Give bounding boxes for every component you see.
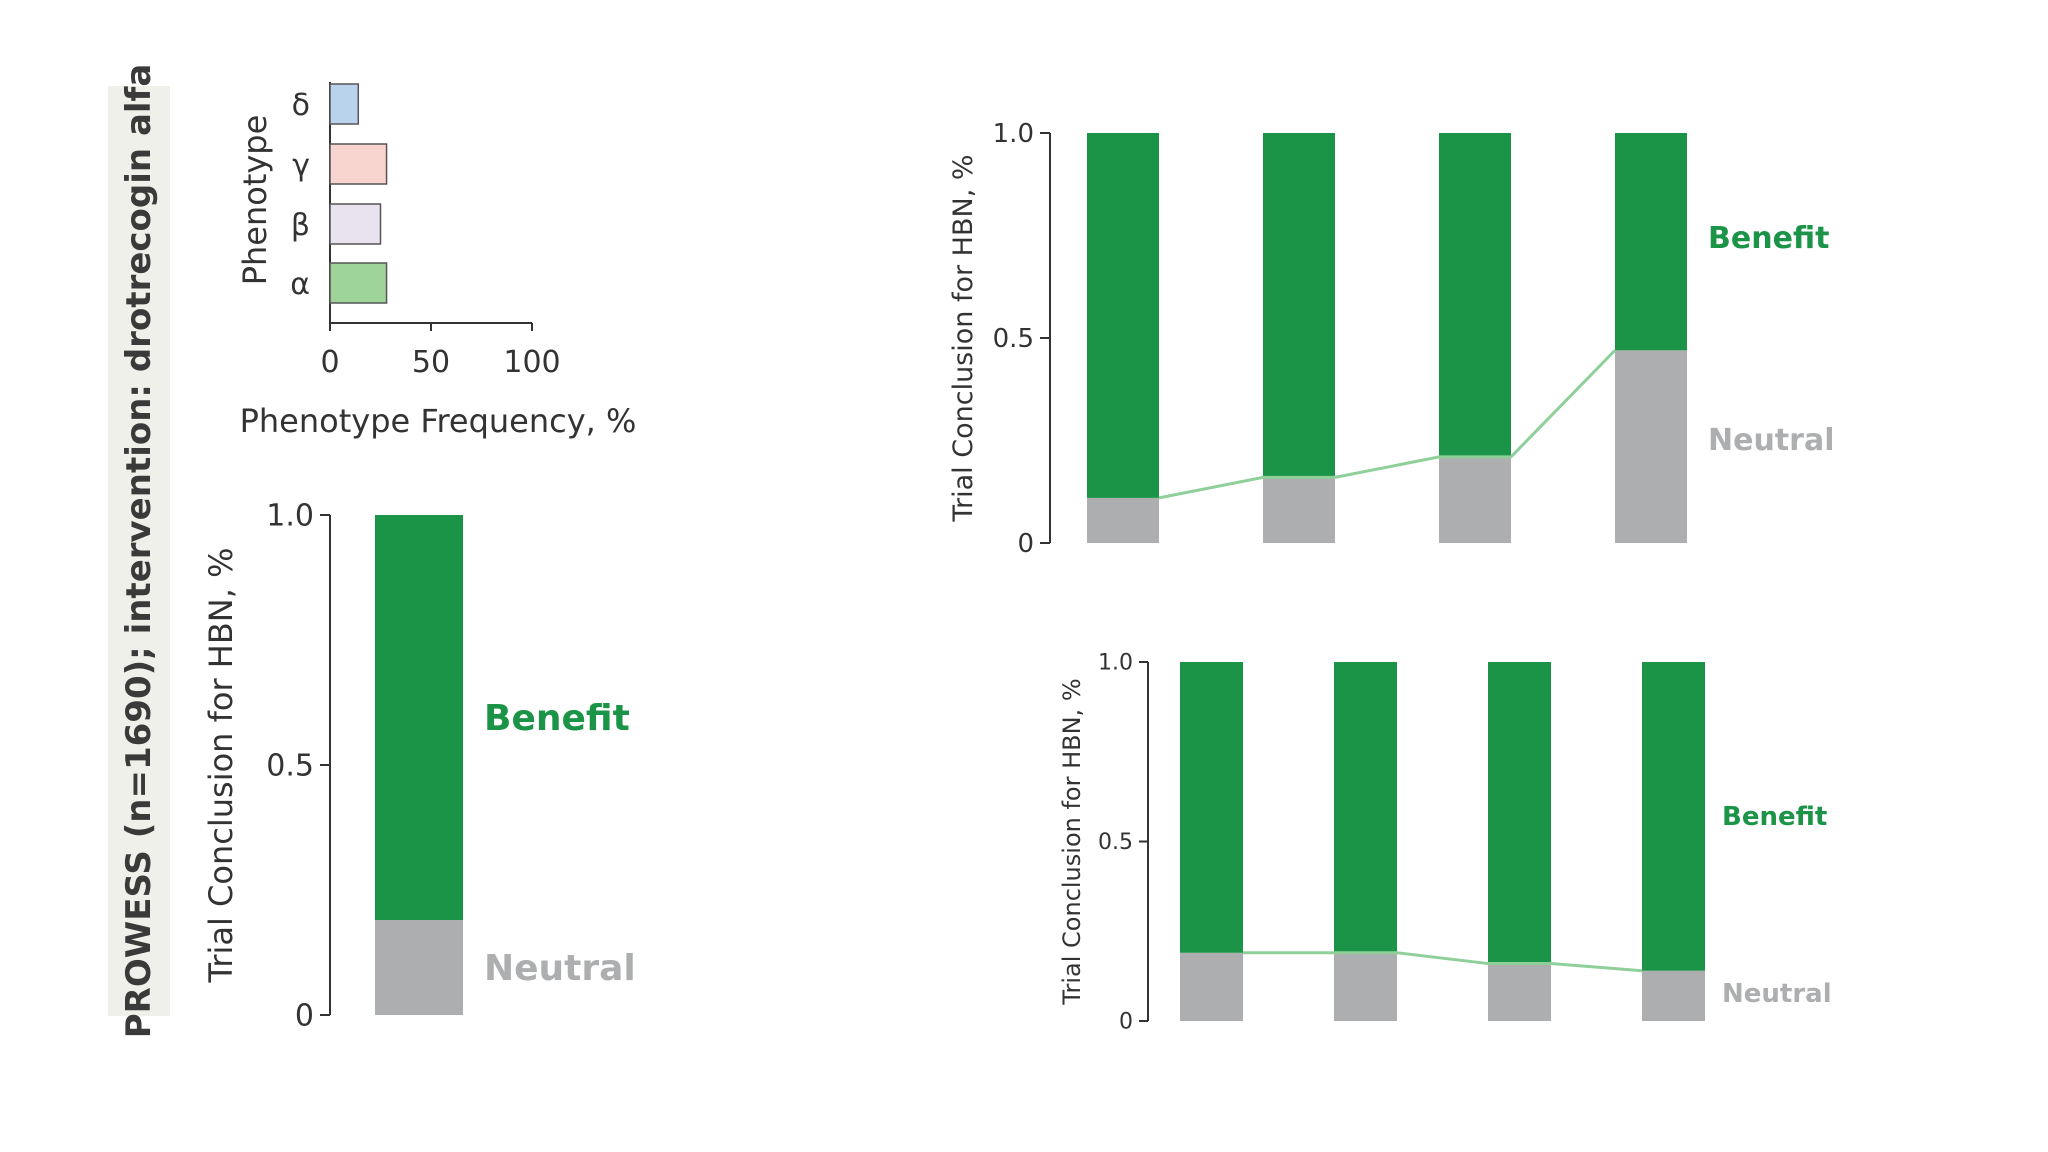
top-right-y-tick-label: 1.0: [993, 119, 1034, 149]
phenotype-y-axis-title: Phenotype: [236, 115, 274, 286]
overall-y-tick-label: 0.5: [266, 749, 314, 784]
phenotype-bar: [329, 143, 388, 185]
top-right-legend-neutral: Neutral: [1708, 423, 1834, 458]
top-right-bar-neutral: [1615, 350, 1687, 543]
phenotype-x-tick-label: 0: [320, 345, 339, 380]
top-right-bar-benefit: [1087, 133, 1159, 498]
top-right-bar-benefit: [1615, 133, 1687, 351]
side-banner: PROWESS (n=1690); intervention: drotreco…: [108, 64, 170, 1038]
bottom-right-bar-neutral: [1642, 970, 1705, 1021]
top-right-bar-neutral: [1263, 477, 1335, 543]
phenotype-category-label: α: [290, 267, 310, 302]
phenotype-category-label: γ: [292, 148, 310, 183]
bottom-right-y-tick-label: 0.5: [1098, 830, 1133, 855]
bottom-right-bar-neutral: [1488, 963, 1551, 1021]
phenotype-bar: [329, 262, 388, 304]
bottom-right-bar-benefit: [1180, 662, 1243, 953]
bottom-right-legend-benefit: Benefit: [1722, 802, 1827, 832]
phenotype-x-axis-title: Phenotype Frequency, %: [240, 402, 637, 440]
top-right-y-axis-title: Trial Conclusion for HBN, %: [948, 154, 979, 522]
bottom-right-y-tick-label: 0: [1119, 1010, 1133, 1035]
overall-bar-benefit: [375, 515, 463, 920]
bottom-right-y-tick-label: 1.0: [1098, 651, 1133, 676]
overall-y-tick-label: 1.0: [266, 499, 314, 534]
bottom-right-y-axis-title: Trial Conclusion for HBN, %: [1058, 678, 1086, 1005]
bottom-right-bar-benefit: [1488, 662, 1551, 964]
phenotype-bar: [329, 203, 382, 245]
phenotype-category-label: β: [291, 208, 310, 243]
phenotype-category-label: δ: [292, 88, 310, 123]
top-right-bar-neutral: [1087, 497, 1159, 543]
top-right-bar-neutral: [1439, 456, 1511, 543]
phenotype-bar: [329, 83, 360, 125]
top-right-bar-benefit: [1439, 133, 1511, 457]
top-right-legend-benefit: Benefit: [1708, 221, 1830, 256]
top-right-y-tick-label: 0: [1017, 529, 1034, 559]
overall-legend-neutral: Neutral: [484, 948, 636, 989]
overall-bar-neutral: [375, 920, 463, 1015]
overall-legend-benefit: Benefit: [484, 698, 630, 739]
top-right-y-tick-label: 0.5: [993, 324, 1034, 354]
bottom-right-bar-benefit: [1334, 662, 1397, 953]
overall-y-axis-title: Trial Conclusion for HBN, %: [202, 548, 240, 984]
bottom-right-bar-neutral: [1334, 952, 1397, 1021]
bottom-right-bar-neutral: [1180, 952, 1243, 1021]
top-right-neutral-trend-line: [1158, 349, 1617, 500]
bottom-right-bar-benefit: [1642, 662, 1705, 971]
phenotype-x-tick-label: 50: [412, 345, 450, 380]
bottom-right-neutral-trend-line: [1243, 951, 1643, 973]
bottom-right-legend-neutral: Neutral: [1722, 979, 1832, 1009]
overall-y-tick-label: 0: [295, 999, 314, 1034]
phenotype-x-tick-label: 100: [503, 345, 560, 380]
top-right-bar-benefit: [1263, 133, 1335, 478]
